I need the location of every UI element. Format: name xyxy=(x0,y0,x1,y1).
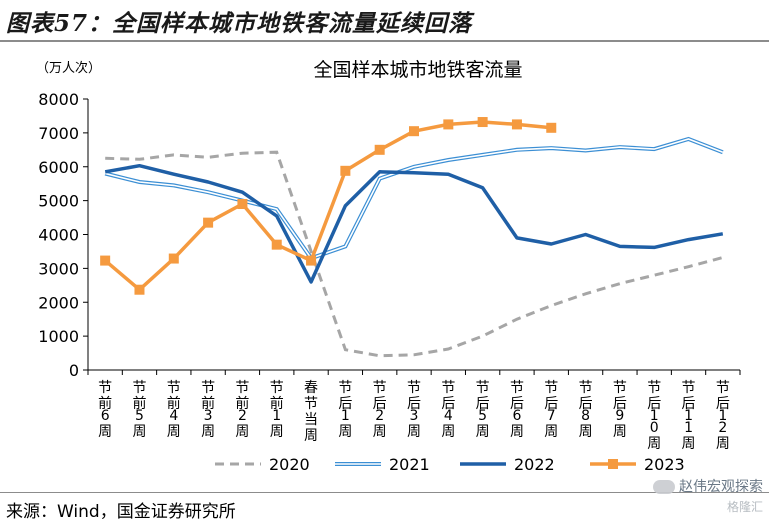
x-tick-label: 节前 3 周 xyxy=(201,380,215,440)
footer-divider xyxy=(0,492,769,493)
series-2023-point xyxy=(134,284,145,295)
series-2023-point xyxy=(271,239,282,250)
y-tick-label: 6000 xyxy=(38,158,79,177)
x-tick-label: 节前 1 周 xyxy=(270,380,284,440)
x-tick-label: 节后 7 周 xyxy=(544,380,558,440)
series-layer xyxy=(100,117,724,358)
x-tick-label: 节后 1 1 周 xyxy=(682,380,696,452)
chart-canvas: 全国样本城市地铁客流量 （万人次） 0 1000 2000 3000 4000 5000 6… xyxy=(36,59,741,474)
watermark: 赵伟宏观探索 格隆汇 xyxy=(653,476,763,515)
legend-2020-label: 2020 xyxy=(269,455,310,474)
chart-title: 全国样本城市地铁客流量 xyxy=(313,59,522,81)
x-tick-label: 节后 9 周 xyxy=(613,380,627,440)
legend-2023-swatch-marker xyxy=(608,459,618,469)
x-tick-label: 节后 5 周 xyxy=(476,380,490,440)
watermark-sub: 格隆汇 xyxy=(726,500,763,514)
y-tick-label: 7000 xyxy=(38,124,79,143)
x-tick-label: 节前 4 周 xyxy=(167,380,181,440)
series-2023-point xyxy=(477,117,488,128)
series-2023-point xyxy=(100,255,111,266)
series-2023-point xyxy=(409,126,419,137)
y-tick-label: 2000 xyxy=(38,293,79,312)
y-tick-label: 8000 xyxy=(38,90,79,109)
x-tick-label: 节后 8 周 xyxy=(579,380,593,440)
series-2023-point xyxy=(374,144,385,155)
x-tick-label: 节后 2 周 xyxy=(373,380,387,440)
series-2023-point xyxy=(546,122,557,133)
figure-title: 图表57：全国样本城市地铁客流量延续回落 xyxy=(6,10,473,37)
x-tick-label: 节后 1 周 xyxy=(338,380,352,440)
series-2021-line-inner xyxy=(105,138,724,260)
series-2023-point xyxy=(511,119,522,130)
y-tick-label: 0 xyxy=(69,361,79,380)
y-unit-label: （万人次） xyxy=(36,60,101,76)
y-tick-label: 4000 xyxy=(38,226,79,245)
series-2023-point xyxy=(237,199,248,210)
legend-2021-label: 2021 xyxy=(389,455,430,474)
wechat-icon xyxy=(653,480,675,494)
series-2023-point xyxy=(306,255,317,266)
y-tick-label: 5000 xyxy=(38,192,79,211)
legend-2022-label: 2022 xyxy=(514,455,555,474)
x-tick-label: 节后 1 2 周 xyxy=(716,380,730,452)
x-tick-label: 春节当周 xyxy=(304,380,318,444)
y-tick-label: 1000 xyxy=(38,327,79,346)
x-tick-label: 节后 1 0 周 xyxy=(647,380,661,452)
series-2023-point xyxy=(168,253,179,264)
series-2023-point xyxy=(340,165,351,176)
x-tick-label: 节后 3 周 xyxy=(407,380,421,440)
series-2022-line xyxy=(104,163,724,284)
x-tick-label: 节前 5 周 xyxy=(132,380,146,440)
series-2023-point xyxy=(203,217,214,228)
series-2023-point xyxy=(443,119,454,130)
x-tick-label: 节后 4 周 xyxy=(441,380,455,440)
y-tick-label: 3000 xyxy=(38,259,79,278)
source-note: 来源：Wind，国金证券研究所 xyxy=(6,502,236,522)
series-2023-line xyxy=(104,120,552,292)
legend-2023-label: 2023 xyxy=(644,455,685,474)
watermark-text: 赵伟宏观探索 xyxy=(679,479,763,495)
title-divider xyxy=(0,40,769,42)
legend: 2020 2021 2022 2023 xyxy=(215,455,685,474)
x-tick-label: 节后 6 周 xyxy=(510,380,524,440)
x-tick-label: 节前 2 周 xyxy=(235,380,249,440)
series-2020-line xyxy=(105,150,724,358)
axes: 0 1000 2000 3000 4000 5000 6000 7000 8000 节前 6 周 节前 5… xyxy=(38,90,741,452)
x-tick-label: 节前 6 周 xyxy=(98,380,112,440)
